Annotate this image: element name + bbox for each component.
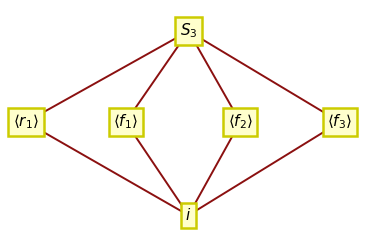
Text: $\langle f_2 \rangle$: $\langle f_2 \rangle$ (228, 113, 253, 131)
Text: $i$: $i$ (185, 207, 192, 223)
Text: $S_3$: $S_3$ (180, 22, 197, 41)
Text: $\langle f_1 \rangle$: $\langle f_1 \rangle$ (113, 113, 138, 131)
Text: $\langle f_3 \rangle$: $\langle f_3 \rangle$ (327, 113, 352, 131)
Text: $\langle r_1 \rangle$: $\langle r_1 \rangle$ (13, 113, 39, 131)
